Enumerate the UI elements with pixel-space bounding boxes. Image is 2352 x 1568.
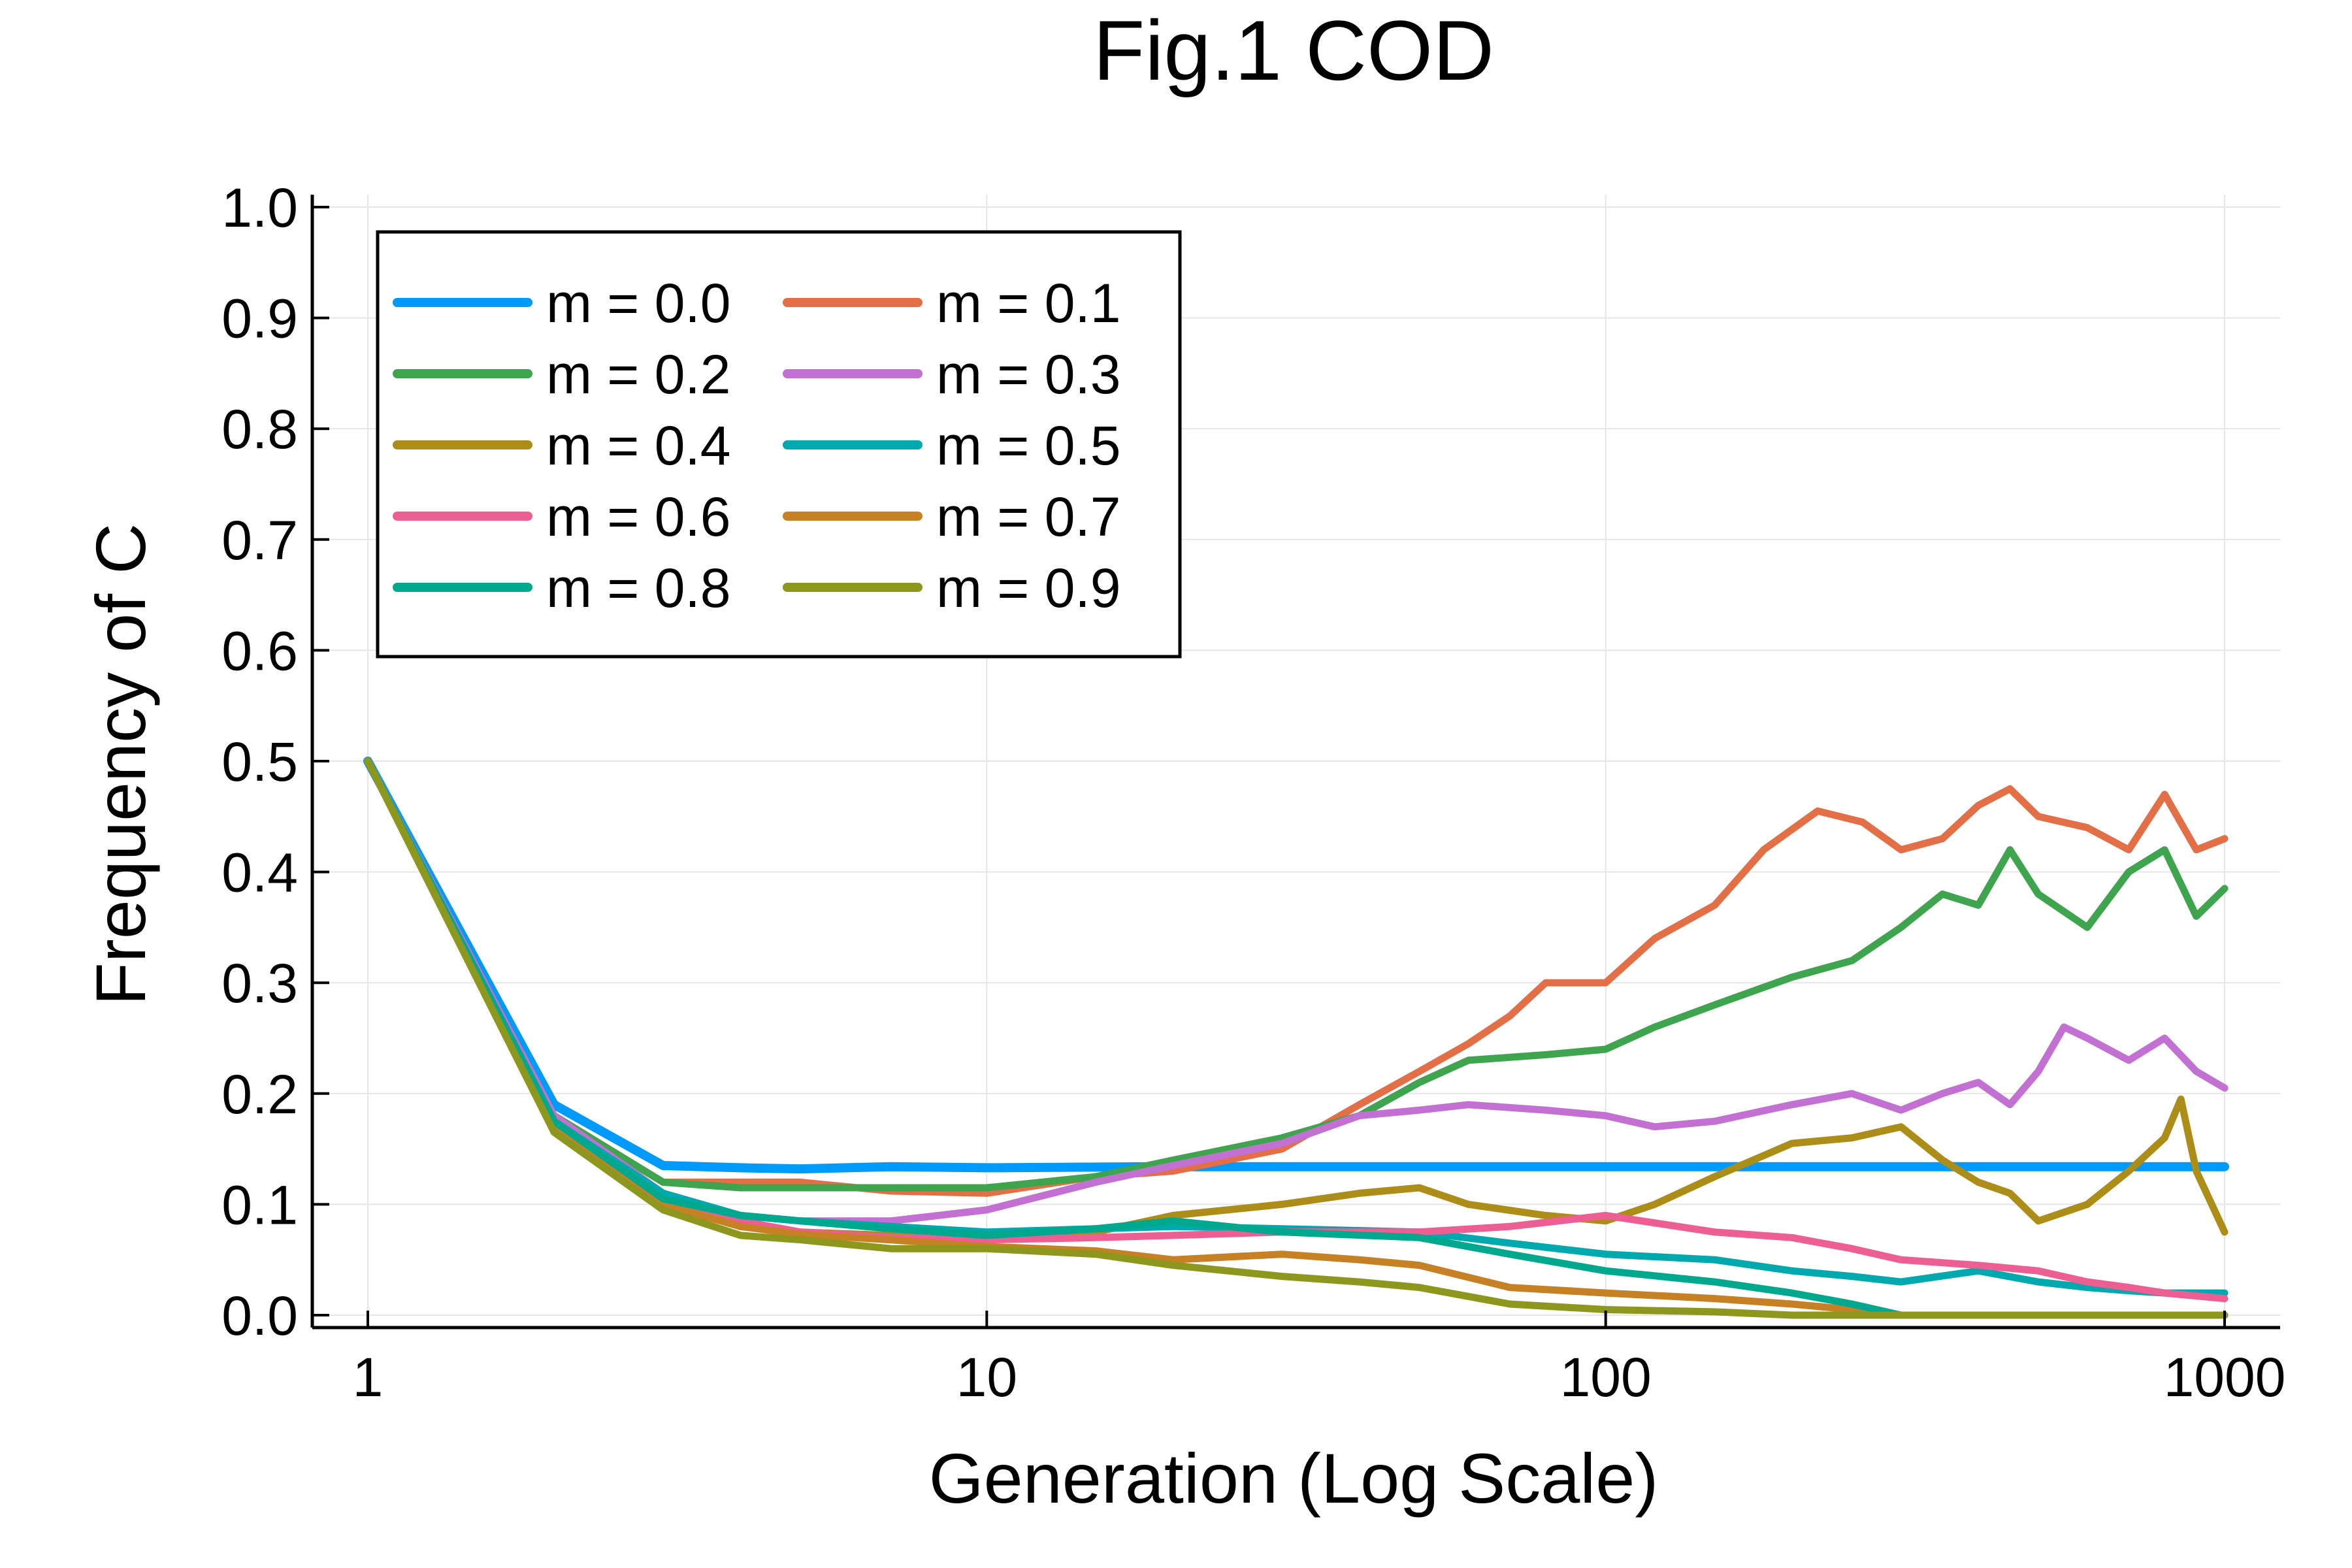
legend-label-7: m = 0.7 [936,486,1120,547]
y-tick-label: 0.2 [221,1064,298,1125]
legend-label-8: m = 0.8 [546,557,730,619]
x-tick-label: 1000 [2164,1347,2286,1408]
series-group [363,757,2229,1319]
legend-label-3: m = 0.3 [936,344,1120,405]
series-line-9 [364,757,2229,1319]
y-tick-label: 0.8 [221,399,298,460]
legend-label-5: m = 0.5 [936,415,1120,476]
chart-title: Fig.1 COD [1093,3,1494,98]
legend-label-0: m = 0.0 [546,272,730,334]
x-axis-label: Generation (Log Scale) [929,1439,1659,1518]
x-tick-label: 10 [956,1347,1017,1408]
y-axis-label: Frequency of C [81,523,160,1005]
series-line-2 [364,757,2229,1192]
y-tick-label: 0.4 [221,842,298,904]
legend-label-1: m = 0.1 [936,272,1120,334]
y-tick-label: 0.6 [221,620,298,681]
legend-label-9: m = 0.9 [936,557,1120,619]
x-tick-label: 1 [353,1347,384,1408]
series-line-0 [363,757,2229,1174]
legend-label-6: m = 0.6 [546,486,730,547]
x-tick-label: 100 [1560,1347,1652,1408]
series-line-3 [364,757,2229,1225]
y-tick-label: 0.1 [221,1174,298,1235]
grid [312,195,2280,1328]
y-tick-label: 1.0 [221,177,298,238]
y-tick-label: 0.0 [221,1285,298,1347]
y-tick-label: 0.9 [221,288,298,350]
legend-label-2: m = 0.2 [546,344,730,405]
axes: 1 10 100 1000 0.0 0.1 0.2 0.3 0.4 0.5 0.6 0.7 0.8 0.9… [221,177,2285,1408]
y-tick-label: 0.7 [221,510,298,571]
legend: m = 0.0 m = 0.1 m = 0.2 m = 0.3 m = 0.4 m = 0… [376,230,1182,659]
y-tick-label: 0.3 [221,953,298,1014]
legend-label-4: m = 0.4 [546,415,730,476]
series-line-8 [364,757,2229,1319]
series-line-7 [364,757,2229,1319]
y-tick-label: 0.5 [221,731,298,792]
